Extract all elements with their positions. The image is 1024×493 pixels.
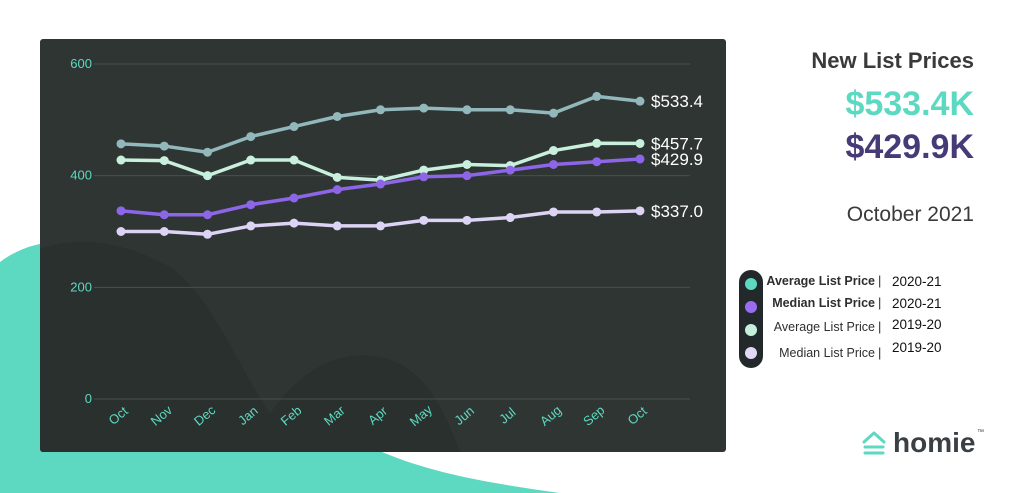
period-label: October 2021	[846, 203, 974, 226]
data-point	[289, 218, 299, 228]
data-point	[462, 160, 472, 169]
data-point	[635, 206, 645, 216]
legend-period: 2020-21	[892, 274, 942, 289]
legend-swatch-bar	[739, 270, 763, 368]
data-point	[116, 155, 126, 165]
data-point	[246, 221, 256, 231]
legend-separator: |	[878, 273, 882, 288]
data-point	[505, 105, 515, 115]
legend-separator: |	[878, 295, 882, 310]
series-line	[119, 94, 642, 154]
data-point	[376, 179, 385, 189]
data-point	[116, 227, 126, 236]
legend-item-avg-1920: Average List Price | 2019-20	[770, 317, 990, 340]
y-tick-label: 0	[85, 391, 92, 406]
data-point	[332, 111, 342, 121]
homie-logo: homie ™	[861, 425, 991, 461]
series-end-label: $533.4	[651, 92, 703, 111]
data-point	[332, 185, 342, 195]
data-point	[549, 146, 558, 156]
data-point	[289, 193, 299, 203]
average-price-value: $533.4K	[845, 85, 974, 123]
x-tick-label: Oct	[625, 403, 650, 428]
data-point	[159, 156, 169, 166]
legend-separator: |	[878, 319, 882, 334]
data-point	[462, 215, 472, 225]
legend-dot-median-2021	[745, 301, 757, 313]
data-point	[419, 215, 429, 225]
trademark-symbol: ™	[977, 429, 984, 436]
y-axis-tick-labels: 0 200 400 600	[70, 56, 92, 406]
legend-item-median-2021: Median List Price | 2020-21	[770, 295, 990, 316]
legend-dot-avg-1920	[745, 324, 757, 336]
data-point	[116, 139, 126, 149]
x-tick-label: Sep	[580, 402, 607, 428]
data-point	[159, 210, 169, 220]
legend-item-median-1920: Median List Price | 2019-20	[770, 340, 990, 366]
data-point	[505, 213, 515, 223]
data-point	[246, 200, 256, 210]
data-point	[159, 227, 169, 236]
data-point	[549, 160, 558, 169]
data-point	[462, 105, 472, 115]
data-point	[159, 141, 169, 151]
data-point	[549, 207, 558, 217]
data-point	[203, 210, 212, 220]
data-point	[376, 105, 385, 115]
data-point	[592, 207, 602, 217]
data-point	[332, 172, 342, 182]
legend-item-avg-2021: Average List Price | 2020-21	[766, 273, 990, 294]
data-point	[592, 138, 602, 148]
series-group	[116, 91, 645, 239]
legend-dot-avg-2021	[745, 278, 757, 290]
x-tick-label: Jun	[451, 403, 477, 428]
chart-panel: 0 200 400 600 Oct Nov Dec Jan Feb Mar Apr May Jun Ju…	[40, 39, 726, 452]
y-tick-label: 400	[70, 168, 92, 183]
legend-label: Average List Price	[773, 320, 875, 334]
legend-period: 2020-21	[892, 296, 942, 311]
data-point	[635, 138, 645, 148]
x-tick-label: Aug	[537, 402, 564, 428]
data-point	[419, 165, 429, 175]
legend-label: Median List Price	[779, 346, 875, 360]
data-point	[635, 154, 645, 164]
data-point	[203, 171, 212, 181]
data-point	[549, 108, 558, 118]
series-line	[119, 141, 642, 182]
data-point	[419, 172, 429, 182]
data-point	[116, 206, 126, 216]
data-point	[592, 91, 602, 101]
data-point	[246, 155, 256, 165]
data-point	[505, 165, 515, 175]
data-point	[635, 96, 645, 106]
data-point	[419, 103, 429, 113]
data-point	[289, 122, 299, 132]
x-tick-label: Jul	[496, 404, 518, 426]
end-labels: $533.4 $457.7$429.9 $337.0	[651, 92, 703, 221]
median-price-value: $429.9K	[845, 128, 974, 166]
legend-period: 2019-20	[892, 340, 942, 355]
legend-label: Median List Price	[772, 296, 875, 310]
legend-label: Average List Price	[766, 274, 875, 288]
data-point	[203, 229, 212, 239]
series-end-label: $337.0	[651, 202, 703, 221]
house-icon	[862, 431, 886, 455]
data-point	[203, 147, 212, 157]
data-point	[462, 171, 472, 181]
data-point	[376, 221, 385, 231]
legend-dot-median-1920	[745, 347, 757, 359]
data-point	[592, 157, 602, 167]
data-point	[246, 132, 256, 142]
brand-name: homie	[893, 427, 976, 458]
series-end-label: $429.9	[651, 150, 703, 169]
y-tick-label: 200	[70, 279, 92, 294]
y-tick-label: 600	[70, 56, 92, 71]
series-end-label: $457.7	[651, 134, 703, 153]
data-point	[332, 221, 342, 231]
page-title: New List Prices	[811, 48, 974, 73]
legend-period: 2019-20	[892, 317, 942, 332]
legend-separator: |	[878, 345, 882, 360]
data-point	[289, 155, 299, 165]
